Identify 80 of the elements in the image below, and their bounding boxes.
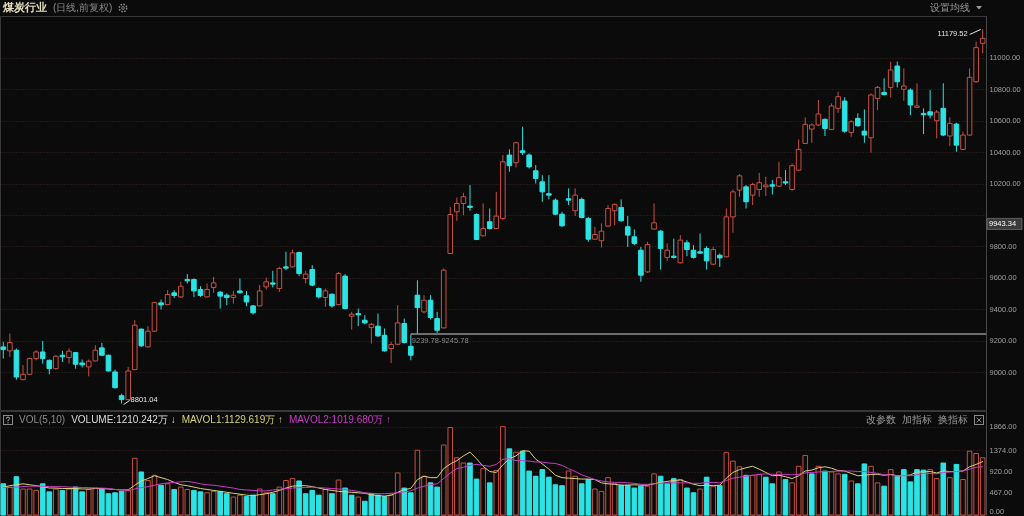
annotation: 加指标 [902, 413, 932, 427]
line-series [2, 450, 984, 497]
candlestick [979, 28, 986, 54]
bar [822, 470, 828, 516]
candlestick [670, 238, 677, 260]
candlestick [256, 284, 263, 307]
candlestick [322, 288, 329, 308]
text: MAVOL1:1129.619万 ↑ [181, 413, 283, 427]
candlestick [158, 299, 164, 310]
line-series [2, 458, 984, 495]
candlestick [39, 340, 46, 365]
candlestick [861, 108, 868, 144]
candlestick [296, 251, 302, 277]
candlestick [434, 311, 440, 334]
candlestick [546, 174, 552, 200]
candlestick [368, 322, 375, 345]
candlestick [572, 187, 578, 217]
candlestick [907, 87, 914, 116]
candlestick [66, 348, 72, 365]
bar [703, 476, 710, 516]
bar [59, 489, 66, 516]
annotation: 换指标 [938, 413, 968, 427]
candlestick [414, 279, 421, 335]
chart-subtitle: (日线,前复权) [53, 1, 113, 15]
candlestick [618, 198, 624, 223]
candlestick [743, 184, 749, 210]
candlestick [237, 278, 243, 294]
candlestick [881, 77, 887, 96]
candlestick [519, 126, 526, 156]
candlestick [401, 318, 408, 345]
candlestick [480, 202, 486, 237]
bar [269, 493, 276, 516]
chart-title: 煤炭行业 [3, 0, 47, 15]
candlestick [887, 61, 894, 98]
candlestick [408, 334, 414, 361]
bar [486, 482, 493, 516]
candlestick [506, 148, 513, 173]
bar [171, 488, 177, 516]
bar [716, 485, 723, 516]
candlestick [276, 266, 283, 293]
candlestick [532, 164, 539, 185]
candlestick [539, 174, 546, 203]
candlestick [684, 239, 690, 257]
annotation: VOLUME:1210.242万 ↓ [71, 413, 176, 427]
bar [953, 463, 960, 516]
candlestick [467, 184, 473, 212]
bar [158, 484, 164, 516]
candlestick [901, 67, 907, 102]
bar [506, 448, 513, 516]
chart-title: VOL(5,10) [19, 413, 66, 427]
bar [13, 476, 20, 516]
candlestick [933, 109, 940, 139]
bar [743, 474, 749, 516]
bar [0, 483, 7, 516]
candlestick [513, 141, 519, 168]
text: MAVOL2:1019.680万 ↑ [289, 413, 392, 427]
candlestick [585, 216, 592, 243]
candlestick [677, 234, 684, 265]
candlestick [624, 215, 631, 248]
candlestick [427, 294, 434, 321]
candlestick [7, 333, 13, 358]
candlestick [283, 251, 289, 271]
candlestick [651, 202, 657, 230]
bar [809, 473, 815, 516]
bar [329, 493, 335, 516]
text: 设置均线 [930, 1, 970, 15]
bar [782, 479, 789, 516]
bar [138, 471, 145, 516]
candlestick [953, 122, 960, 153]
candlestick [657, 229, 664, 271]
candlestick [421, 294, 427, 315]
bar [881, 485, 887, 516]
candlestick [947, 116, 953, 147]
candlestick [914, 82, 920, 108]
bar [841, 473, 848, 516]
candlestick [776, 161, 782, 188]
candlestick [736, 173, 743, 198]
bar [940, 462, 947, 516]
candlestick [894, 61, 901, 88]
annotation: 改参数 [866, 413, 896, 427]
